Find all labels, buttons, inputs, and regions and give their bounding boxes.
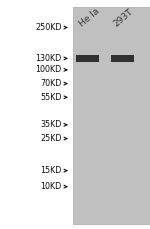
Text: 25KD: 25KD (40, 134, 62, 143)
Text: He la: He la (77, 7, 101, 29)
Text: 130KD: 130KD (35, 54, 62, 63)
Text: 70KD: 70KD (40, 79, 62, 88)
Bar (73, 7, 150, 224)
Text: 100KD: 100KD (35, 65, 62, 74)
Text: 55KD: 55KD (40, 93, 62, 102)
Bar (111, 55, 134, 62)
Bar (76, 55, 99, 62)
Text: 15KD: 15KD (40, 166, 62, 175)
Text: 35KD: 35KD (40, 120, 62, 129)
Text: 250KD: 250KD (35, 23, 62, 32)
Text: 293T: 293T (111, 7, 135, 28)
Text: 10KD: 10KD (40, 182, 62, 191)
